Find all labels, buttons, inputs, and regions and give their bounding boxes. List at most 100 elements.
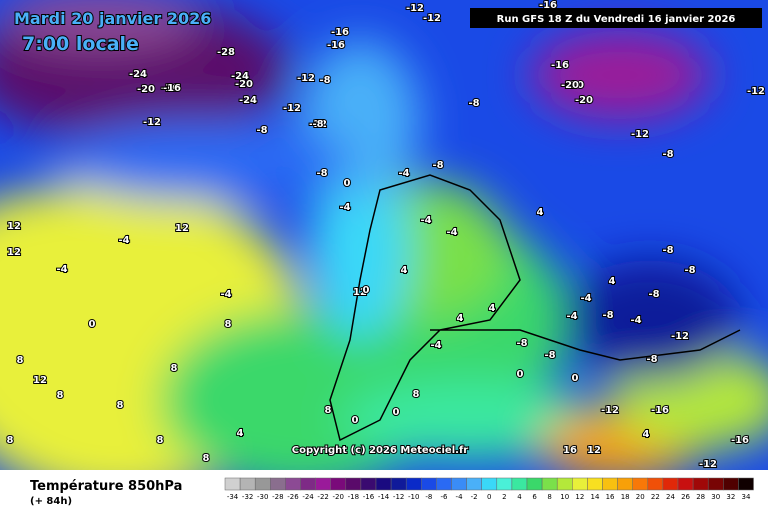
contour-label: -16	[163, 83, 181, 94]
contour-label: 4	[457, 313, 464, 324]
scale-label: -12	[393, 493, 404, 501]
scale-label: 26	[681, 493, 690, 501]
contour-label: -16	[327, 40, 345, 51]
contour-label: -4	[220, 289, 231, 300]
contour-label: -20	[575, 95, 593, 106]
contour-label: -16	[161, 83, 179, 94]
contour-label: 4	[489, 303, 496, 314]
scale-label: 22	[651, 493, 660, 501]
contour-label: -20	[137, 84, 155, 95]
scale-swatch	[707, 477, 724, 491]
contour-label: -16	[551, 60, 569, 71]
contour-label: -4	[56, 264, 67, 275]
contour-label: 0	[572, 373, 579, 384]
scale-label: -14	[378, 493, 390, 501]
scale-label: -28	[272, 493, 283, 501]
footer-bg	[0, 470, 768, 512]
contour-label: -4	[446, 227, 457, 238]
scale-swatch	[390, 477, 407, 491]
scale-swatch	[496, 477, 513, 491]
contour-label: -8	[662, 245, 673, 256]
scale-swatch	[677, 477, 694, 491]
scale-label: 10	[560, 493, 569, 501]
scale-label: -18	[348, 493, 359, 501]
contour-label: 8	[157, 435, 164, 446]
contour-label: -24	[231, 71, 249, 82]
scale-swatch	[330, 477, 347, 491]
contour-label: -8	[316, 168, 327, 179]
scale-label: -34	[227, 493, 239, 501]
scale-label: -2	[471, 493, 478, 501]
contour-label: -12	[601, 405, 619, 416]
contour-label: 12	[175, 223, 189, 234]
scale-label: 6	[532, 493, 537, 501]
scale-label: 0	[487, 493, 491, 501]
scale-swatch	[405, 477, 422, 491]
contour-label: -8	[646, 354, 657, 365]
scale-label: 4	[517, 493, 522, 501]
contour-label: -12	[283, 103, 301, 114]
scale-swatch	[587, 477, 603, 491]
scale-swatch	[315, 477, 331, 491]
scale-swatch	[556, 477, 573, 491]
footer-title: Température 850hPa	[30, 479, 182, 494]
scale-swatch	[617, 477, 633, 491]
contour-label: -4	[420, 215, 431, 226]
contour-label: 12	[587, 445, 601, 456]
contour-label: -16	[731, 435, 749, 446]
contour-label: 0	[344, 178, 351, 189]
scale-label: 24	[666, 493, 675, 501]
contour-label: -16	[539, 0, 557, 11]
contour-label: 12	[353, 287, 367, 298]
contour-label: -8	[516, 338, 527, 349]
scale-swatch	[300, 477, 316, 491]
scale-swatch	[466, 477, 482, 491]
scale-swatch	[541, 477, 558, 491]
contour-label: 8	[203, 453, 210, 464]
contour-label: -4	[398, 168, 409, 179]
scale-swatch	[345, 477, 362, 491]
scale-label: -24	[302, 493, 314, 501]
contour-label: -12	[309, 119, 327, 130]
contour-label: -12	[406, 3, 424, 14]
contour-label: 0	[352, 415, 359, 426]
scale-label: 16	[606, 493, 615, 501]
contour-label: 0	[393, 407, 400, 418]
contour-label: -16	[331, 27, 349, 38]
scale-label: 20	[636, 493, 645, 501]
contour-label: 8	[171, 363, 178, 374]
copyright: Copyright (c) 2026 Meteociel.fr	[292, 445, 469, 456]
scale-label: -32	[242, 493, 253, 501]
run-info: Run GFS 18 Z du Vendredi 16 janvier 2026	[497, 14, 736, 25]
scale-label: -4	[456, 493, 464, 501]
scale-label: -30	[257, 493, 268, 501]
contour-label: 4	[537, 207, 544, 218]
contour-label: -8	[602, 310, 613, 321]
scale-label: -16	[363, 493, 375, 501]
scale-swatch	[632, 477, 649, 491]
scale-label: -6	[440, 493, 448, 501]
date: Mardi 20 janvier 2026	[14, 9, 211, 28]
scale-swatch	[285, 477, 301, 491]
scale-label: -8	[425, 493, 432, 501]
contour-label: -8	[648, 289, 659, 300]
contour-label: -12	[297, 73, 315, 84]
coastline	[329, 174, 741, 442]
contour-label: -24	[129, 69, 147, 80]
contour-label: 0	[517, 369, 524, 380]
contour-label: 8	[57, 390, 64, 401]
scale-swatch	[270, 477, 286, 491]
contour-label: -4	[630, 315, 641, 326]
contour-label: 4	[643, 429, 650, 440]
contour-label: -4	[430, 340, 441, 351]
contour-label: 12	[7, 221, 21, 232]
scale-swatch	[647, 477, 664, 491]
contour-label: -12	[671, 331, 689, 342]
contour-label: -8	[684, 265, 695, 276]
scale-swatch	[239, 477, 256, 491]
contour-label: -20	[235, 79, 253, 90]
scale-swatch	[421, 477, 437, 491]
contour-label: -8	[312, 119, 323, 130]
contour-label: 16	[563, 445, 577, 456]
